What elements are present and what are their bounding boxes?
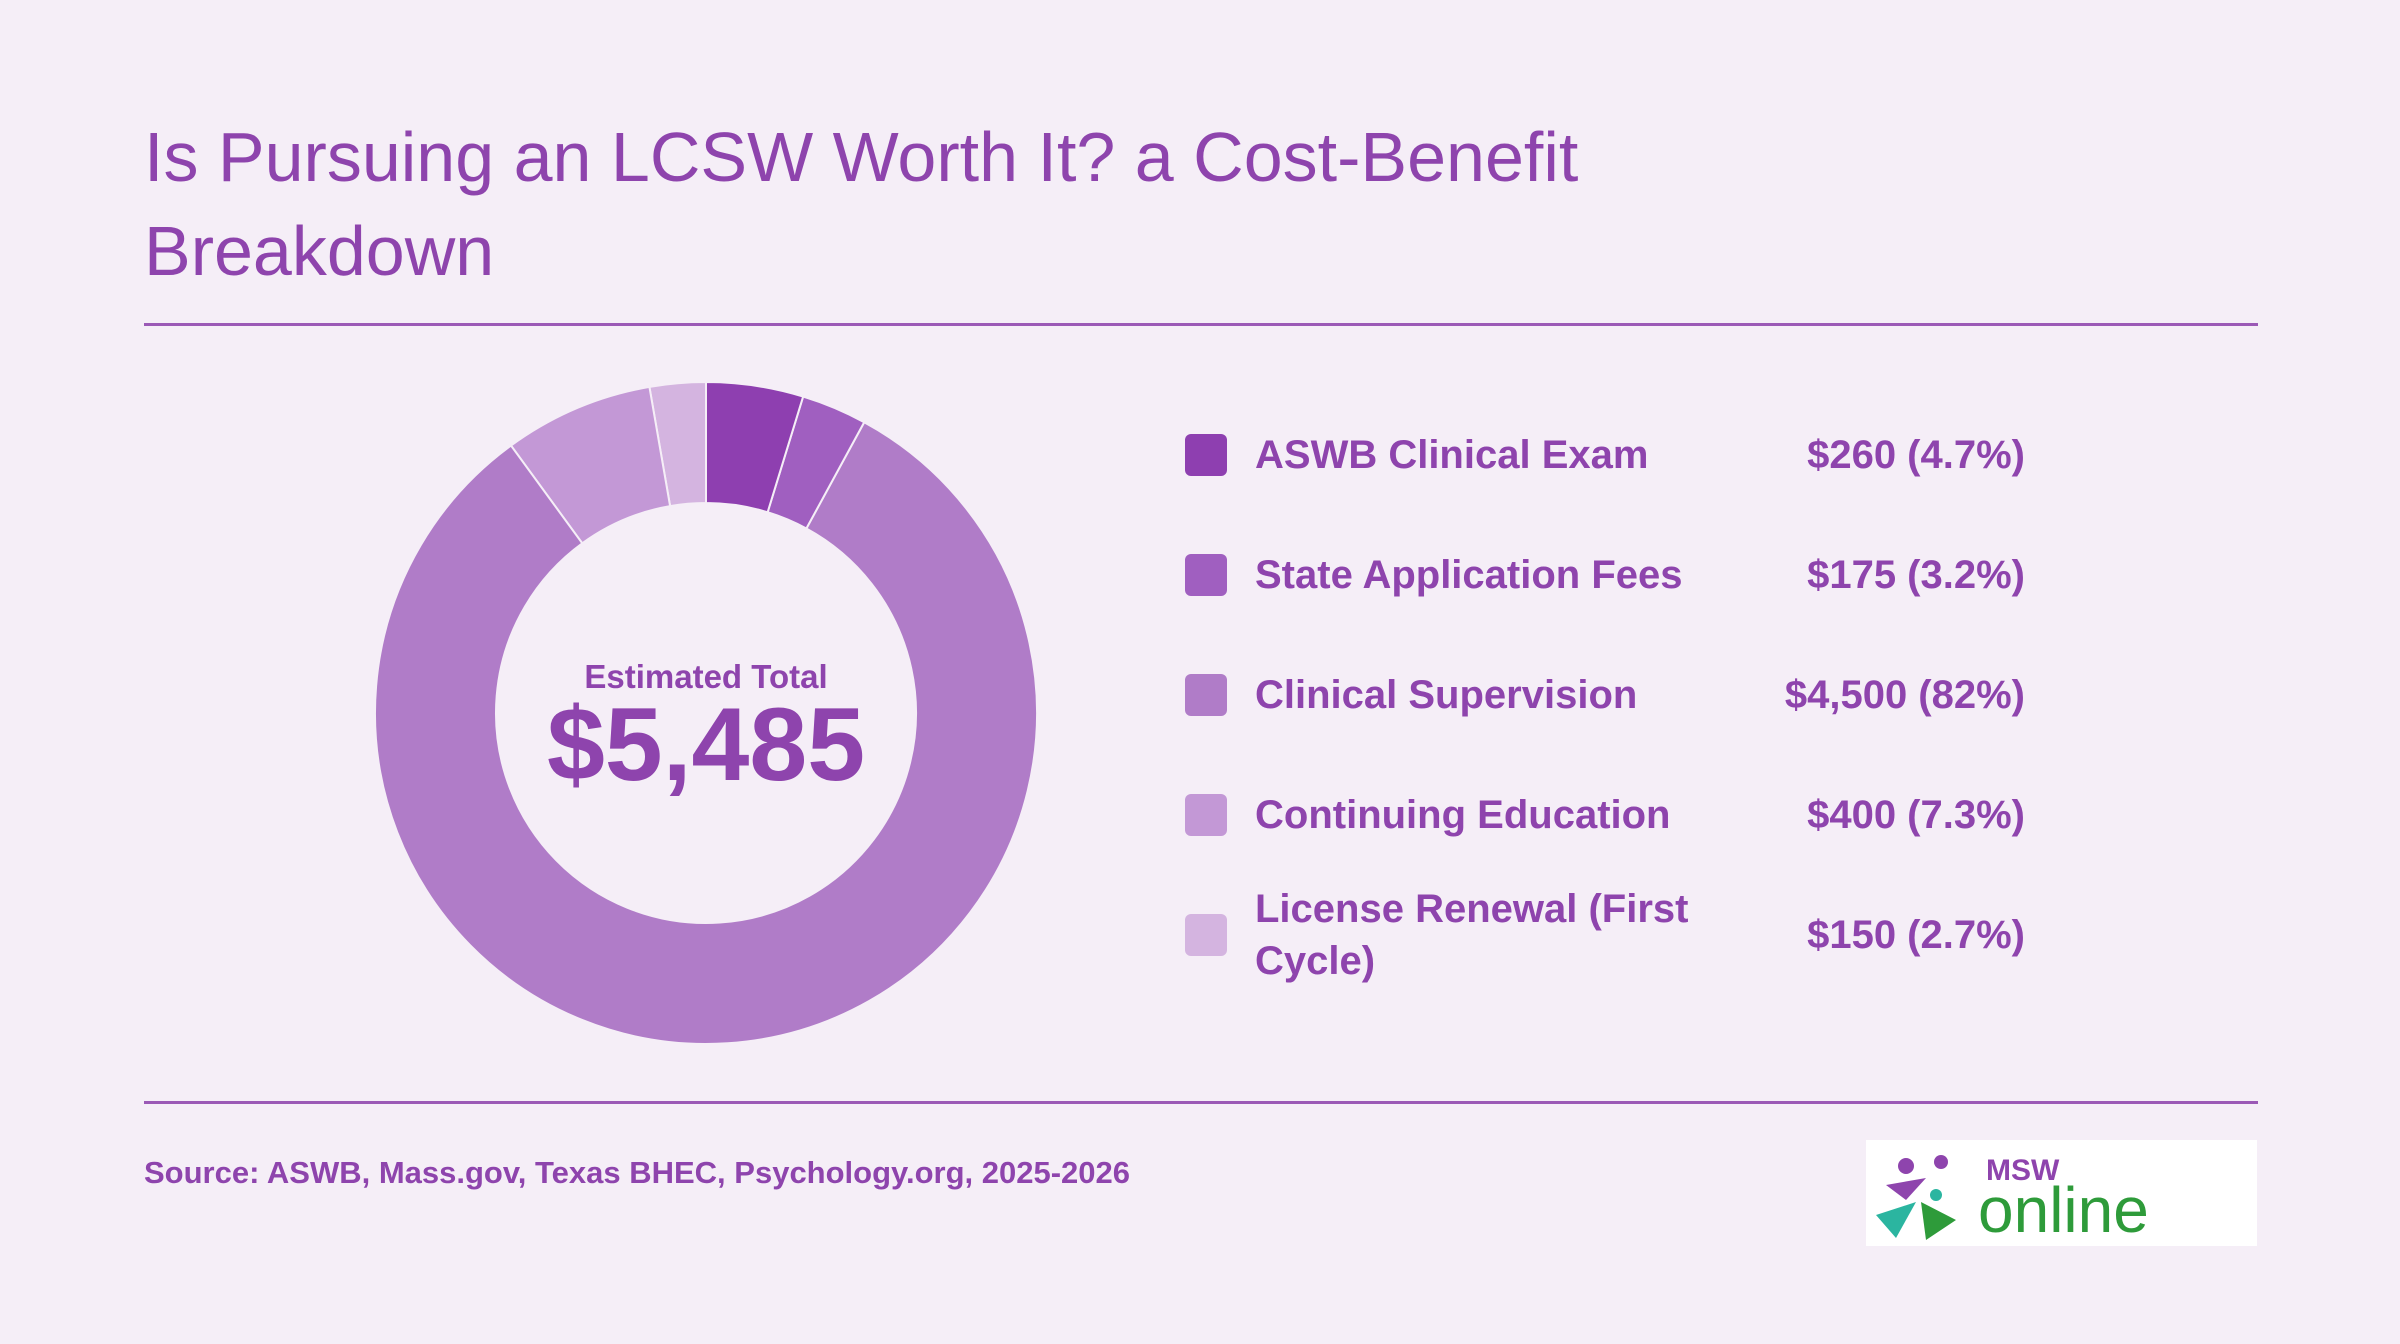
legend-item: ASWB Clinical Exam $260 (4.7%)	[1185, 400, 2025, 510]
center-title: Estimated Total	[584, 658, 827, 695]
logo-top: MSW	[1986, 1154, 2060, 1187]
legend-item: Continuing Education $400 (7.3%)	[1185, 760, 2025, 870]
donut-chart: Estimated Total $5,485	[374, 380, 1038, 1045]
value-label: $150 (2.7%)	[1807, 912, 2025, 957]
legend-item: State Application Fees $175 (3.2%)	[1185, 520, 2025, 630]
donut-segment	[766, 395, 866, 530]
center-value: $5,485	[547, 687, 865, 803]
value-label: $260 (4.7%)	[1807, 432, 2025, 477]
legend-swatch	[1185, 674, 1227, 716]
legend-label: State Application Fees	[1255, 553, 1683, 597]
logo-bottom: online	[1978, 1174, 2149, 1246]
source-note: Source: ASWB, Mass.gov, Texas BHEC, Psyc…	[144, 1155, 1131, 1190]
value-label: $175 (3.2%)	[1807, 552, 2025, 597]
value-label: $4,500 (82%)	[1784, 672, 2025, 717]
divider	[144, 1101, 2258, 1104]
donut-segment	[705, 380, 805, 514]
divider	[144, 323, 2258, 326]
legend-label: License Renewal (First Cycle)	[1255, 887, 1689, 983]
legend-label: Continuing Education	[1255, 793, 1671, 837]
donut-segment	[374, 420, 1038, 1045]
logo: MSW online	[1866, 1140, 2257, 1246]
legend-swatch	[1185, 434, 1227, 476]
legend-label: ASWB Clinical Exam	[1255, 433, 1649, 477]
legend-swatch	[1185, 554, 1227, 596]
legend-swatch	[1185, 794, 1227, 836]
legend-label: Clinical Supervision	[1255, 673, 1638, 717]
value-label: $400 (7.3%)	[1807, 792, 2025, 837]
legend-item: Clinical Supervision $4,500 (82%)	[1185, 640, 2025, 750]
legend-swatch	[1185, 914, 1227, 956]
chart-title: Is Pursuing an LCSW Worth It? a Cost-Ben…	[144, 118, 1579, 290]
donut-segment	[509, 385, 672, 545]
legend-item: License Renewal (First Cycle) $150 (2.7%)	[1185, 880, 2025, 990]
